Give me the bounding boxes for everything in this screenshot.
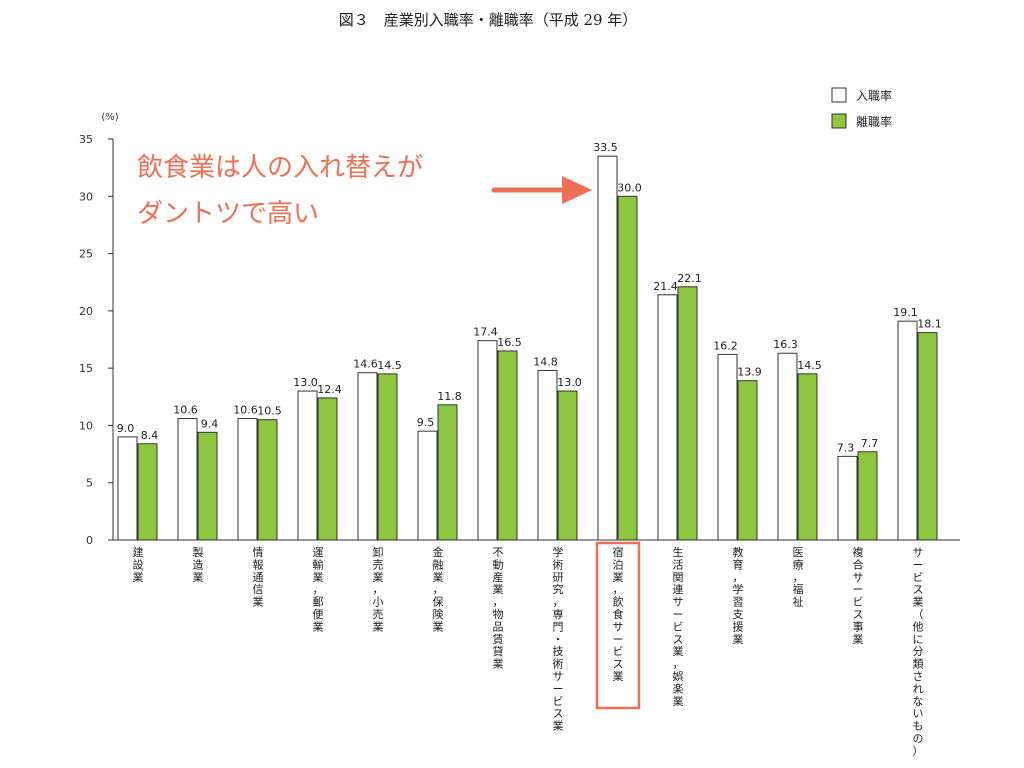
value-label: 30.0 bbox=[617, 181, 642, 194]
value-label: 14.5 bbox=[797, 359, 822, 372]
bar-entry-rate bbox=[477, 340, 498, 541]
bar-exit-rate bbox=[857, 451, 878, 541]
y-tick-label: 10 bbox=[79, 419, 93, 432]
value-label: 14.5 bbox=[377, 359, 402, 372]
bar-exit-rate bbox=[677, 286, 698, 541]
value-label: 11.8 bbox=[437, 390, 462, 403]
y-tick-label: 25 bbox=[79, 248, 93, 261]
y-axis-unit: (%) bbox=[101, 112, 118, 123]
value-label: 9.4 bbox=[201, 417, 219, 430]
category-label: 生活関連サービス業，娯楽業 bbox=[673, 545, 684, 708]
bar-entry-rate bbox=[297, 390, 318, 541]
y-tick-label: 35 bbox=[79, 133, 93, 146]
value-label: 9.0 bbox=[117, 422, 135, 435]
category-label: 情報通信業 bbox=[253, 546, 264, 609]
highlight-box bbox=[595, 541, 641, 710]
value-label: 13.0 bbox=[557, 376, 582, 389]
value-label: 12.4 bbox=[317, 383, 342, 396]
bar-exit-rate bbox=[257, 419, 278, 541]
value-label: 10.6 bbox=[233, 404, 258, 417]
bar-entry-rate bbox=[897, 320, 918, 541]
value-label: 16.5 bbox=[497, 336, 522, 349]
annotation-line-1: 飲食業は人の入れ替えが bbox=[137, 153, 423, 183]
legend: 入職率 離職率 bbox=[831, 87, 892, 129]
legend-swatch-exit bbox=[831, 113, 847, 129]
category-label: サービス業（他に分類されないもの） bbox=[913, 546, 924, 757]
category-label: 製造業 bbox=[193, 545, 204, 584]
bar-exit-rate bbox=[437, 404, 458, 541]
value-label: 22.1 bbox=[677, 272, 702, 285]
bar-entry-rate bbox=[657, 294, 678, 541]
value-label: 16.2 bbox=[713, 339, 738, 352]
y-tick-label: 30 bbox=[79, 190, 93, 203]
bar-entry-rate bbox=[597, 155, 618, 541]
value-label: 10.6 bbox=[173, 404, 198, 417]
bar-entry-rate bbox=[417, 430, 438, 541]
bar-exit-rate bbox=[917, 332, 938, 541]
value-label: 16.3 bbox=[773, 338, 798, 351]
category-label: 複合サービス事業 bbox=[853, 545, 864, 646]
bar-exit-rate bbox=[497, 350, 518, 541]
value-label: 10.5 bbox=[257, 405, 282, 418]
bar-exit-rate bbox=[377, 373, 398, 541]
bar-exit-rate bbox=[617, 195, 638, 541]
annotation: 飲食業は人の入れ替えが ダントツで高い bbox=[137, 153, 592, 229]
value-label: 7.3 bbox=[837, 441, 855, 454]
value-label: 21.4 bbox=[653, 280, 678, 293]
category-label: 不動産業，物品賃貸業 bbox=[493, 546, 504, 671]
bar-entry-rate bbox=[237, 418, 258, 541]
y-tick-label: 0 bbox=[86, 534, 93, 547]
bar-exit-rate bbox=[197, 431, 218, 541]
value-label: 9.5 bbox=[417, 416, 435, 429]
value-label: 14.6 bbox=[353, 358, 378, 371]
value-label: 19.1 bbox=[893, 306, 918, 319]
category-label: 教育，学習支援業 bbox=[733, 546, 744, 646]
category-label: 医療，福祉 bbox=[793, 546, 804, 609]
category-label: 卸売業，小売業 bbox=[373, 545, 384, 633]
annotation-line-2: ダントツで高い bbox=[137, 199, 319, 229]
y-tick-label: 20 bbox=[79, 305, 93, 318]
bar-exit-rate bbox=[797, 373, 818, 541]
value-label: 7.7 bbox=[861, 437, 879, 450]
bar-entry-rate bbox=[177, 418, 198, 541]
bar-exit-rate bbox=[137, 443, 158, 541]
value-label: 17.4 bbox=[473, 326, 498, 339]
bars bbox=[117, 155, 938, 541]
bar-exit-rate bbox=[317, 397, 338, 541]
bar-entry-rate bbox=[717, 353, 738, 541]
value-label: 33.5 bbox=[593, 141, 618, 154]
bar-entry-rate bbox=[537, 369, 558, 541]
legend-swatch-entry bbox=[831, 87, 847, 103]
chart-title: 図３ 産業別入職率・離職率（平成 29 年） bbox=[339, 11, 638, 29]
bar-exit-rate bbox=[557, 390, 578, 541]
bar-exit-rate bbox=[737, 380, 758, 541]
category-label: 宿泊業，飲食サービス業 bbox=[613, 545, 624, 683]
legend-label-exit: 離職率 bbox=[856, 114, 892, 129]
value-label: 13.9 bbox=[737, 366, 762, 379]
y-tick-label: 15 bbox=[79, 362, 93, 375]
category-label: 学術研究，専門・技術サービス業 bbox=[553, 545, 564, 733]
value-label: 8.4 bbox=[141, 429, 159, 442]
value-label: 14.8 bbox=[533, 355, 558, 368]
y-tick-label: 5 bbox=[86, 477, 93, 490]
value-label: 18.1 bbox=[917, 318, 942, 331]
bar-entry-rate bbox=[777, 352, 798, 541]
legend-label-entry: 入職率 bbox=[856, 88, 892, 103]
bar-entry-rate bbox=[837, 455, 858, 541]
annotation-arrow-head bbox=[562, 176, 592, 204]
category-label: 金融業，保険業 bbox=[433, 545, 444, 633]
category-labels: 建設業 製造業 情報通信業 運輸業，郵便業 卸売業，小売業 金融業，保険業 不動産業，物品賃… bbox=[133, 545, 924, 757]
category-label: 運輸業，郵便業 bbox=[313, 546, 324, 633]
value-label: 13.0 bbox=[293, 376, 318, 389]
bar-entry-rate bbox=[357, 372, 378, 541]
category-label: 建設業 bbox=[133, 545, 144, 584]
bar-entry-rate bbox=[117, 436, 138, 541]
value-labels: 9.08.410.69.410.6 10.513.012.414.6 14.59.5… bbox=[117, 141, 942, 454]
